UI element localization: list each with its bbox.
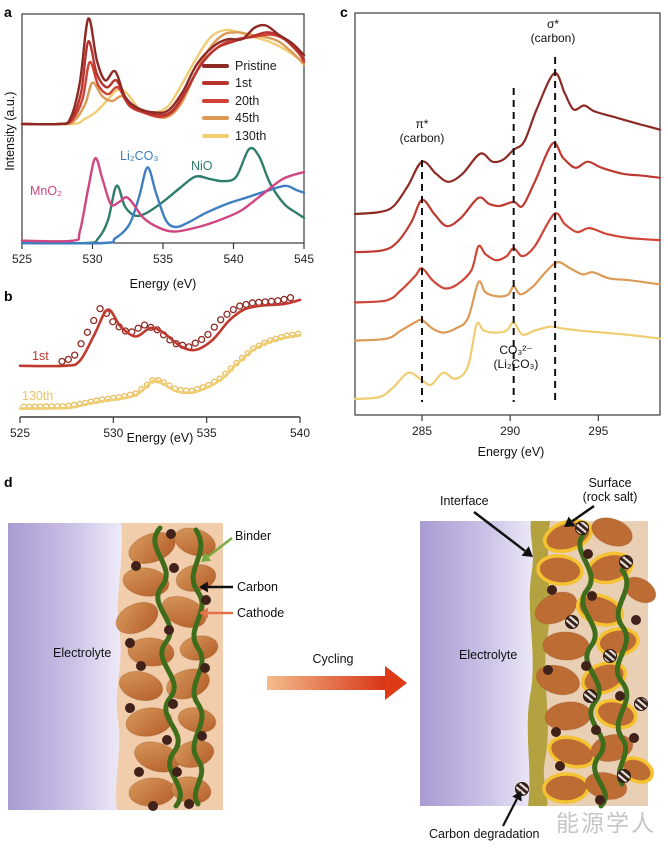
- annotation-co3-symbol: CO₃²⁻: [499, 343, 533, 357]
- binder-arrow: [201, 537, 233, 562]
- legend-swatch: [202, 98, 229, 103]
- electrolyte-region-left: [8, 523, 122, 810]
- svg-text:535: 535: [153, 252, 173, 266]
- legend-label: Pristine: [235, 58, 277, 73]
- legend-label: 45th: [235, 111, 260, 126]
- carbon-dots-left: [125, 529, 211, 811]
- panel-b-xlabel: Energy (eV): [126, 431, 194, 445]
- annotation-pi-sub: (carbon): [399, 130, 445, 145]
- annotation-sigma-sub: (carbon): [530, 30, 576, 45]
- panel-a-legend: Pristine 1st 20th 45th 130th: [202, 57, 277, 145]
- svg-text:290: 290: [500, 424, 520, 438]
- label-cycling: Cycling: [312, 652, 354, 666]
- label-binder: Binder: [235, 529, 272, 543]
- cycling-arrow-icon: [267, 666, 407, 700]
- panel-b-label-130th: 130th: [22, 389, 54, 403]
- legend-label: 1st: [235, 76, 252, 91]
- legend-item-130th: 130th: [202, 127, 277, 145]
- svg-text:295: 295: [588, 424, 608, 438]
- legend-label: 20th: [235, 93, 260, 108]
- ref-label-li2co3: Li₂CO₃: [120, 149, 159, 163]
- legend-swatch: [202, 81, 229, 86]
- svg-text:525: 525: [12, 252, 32, 266]
- svg-text:540: 540: [290, 426, 310, 440]
- cathode-particles-left: [115, 527, 219, 807]
- legend-swatch: [202, 116, 229, 121]
- label-electrolyte-left: Electrolyte: [53, 646, 112, 660]
- panel-a-xlabel: Energy (eV): [129, 277, 197, 291]
- panel-label-c: c: [340, 4, 348, 20]
- annotation-arrows: [199, 504, 595, 827]
- ref-label-nio: NiO: [191, 159, 213, 173]
- label-surface-line1: Surface: [588, 476, 632, 490]
- electrode-before: [8, 523, 223, 811]
- binder-strands-left: [152, 525, 205, 809]
- label-cathode: Cathode: [237, 606, 285, 620]
- legend-label: 130th: [235, 128, 267, 143]
- interface-arrow: [473, 511, 533, 557]
- svg-text:530: 530: [103, 426, 123, 440]
- panel-c-xlabel: Energy (eV): [477, 445, 545, 459]
- legend-swatch: [202, 63, 229, 68]
- label-surface-line2: (rock salt): [582, 490, 638, 505]
- electrolyte-region-right: [420, 521, 536, 806]
- panel-label-d: d: [4, 474, 13, 490]
- panel-a-ylabel: Intensity (a.u.): [2, 91, 17, 171]
- ref-label-mno2: MnO₂: [30, 184, 62, 198]
- label-electrolyte-right: Electrolyte: [459, 648, 518, 662]
- annotation-pi: π* (carbon): [382, 117, 462, 146]
- svg-text:525: 525: [10, 426, 30, 440]
- label-carbon-degradation: Carbon degradation: [429, 827, 540, 841]
- panel-b-label-1st: 1st: [32, 349, 49, 363]
- svg-text:545: 545: [294, 252, 314, 266]
- label-interface: Interface: [440, 494, 489, 508]
- degradation-arrow: [502, 791, 522, 827]
- annotation-co3-sub: (Li₂CO₃): [493, 356, 539, 371]
- carbon-arrow: [199, 581, 233, 593]
- label-surface: Surface (rock salt): [565, 476, 655, 505]
- panel-label-a: a: [4, 4, 12, 20]
- annotation-sigma: σ* (carbon): [513, 17, 593, 46]
- carbon-dots-right: [515, 521, 648, 805]
- cathode-arrow: [199, 607, 233, 619]
- panel-label-b: b: [4, 288, 13, 304]
- legend-item-pristine: Pristine: [202, 57, 277, 75]
- surface-arrow: [564, 504, 595, 527]
- svg-text:540: 540: [223, 252, 243, 266]
- binder-strands-right: [577, 529, 630, 809]
- legend-item-20th: 20th: [202, 92, 277, 110]
- interface-band: [527, 521, 550, 806]
- legend-swatch: [202, 133, 229, 138]
- annotation-pi-symbol: π*: [415, 117, 429, 131]
- electrode-after: [420, 517, 657, 809]
- svg-text:535: 535: [197, 426, 217, 440]
- svg-text:530: 530: [82, 252, 102, 266]
- annotation-sigma-symbol: σ*: [546, 17, 560, 31]
- label-carbon: Carbon: [237, 580, 278, 594]
- watermark: 能源学人: [556, 810, 656, 836]
- legend-item-45th: 45th: [202, 110, 277, 128]
- annotation-co3: CO₃²⁻ (Li₂CO₃): [476, 343, 556, 372]
- svg-text:285: 285: [412, 424, 432, 438]
- legend-item-1st: 1st: [202, 75, 277, 93]
